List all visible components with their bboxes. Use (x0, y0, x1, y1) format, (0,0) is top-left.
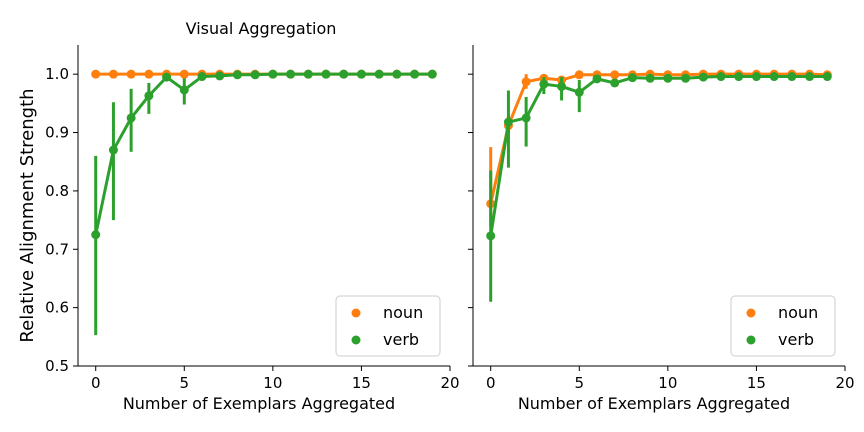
data-point (557, 81, 567, 91)
series-line (489, 75, 828, 237)
x-tick-label: 5 (575, 374, 585, 392)
data-point (663, 73, 673, 83)
data-point (787, 72, 797, 82)
data-point (610, 70, 620, 80)
data-point (521, 113, 531, 123)
x-tick-label: 0 (91, 374, 101, 392)
legend-label-verb: verb (778, 330, 814, 349)
y-tick-label: 0.8 (45, 182, 69, 200)
data-point (162, 72, 172, 82)
data-point (592, 74, 602, 84)
legend-frame (730, 295, 836, 357)
data-point (91, 230, 101, 240)
data-point (286, 69, 296, 79)
data-point (144, 91, 154, 101)
y-tick-label: 1.0 (45, 65, 69, 83)
data-point (574, 70, 584, 80)
data-point (250, 70, 260, 80)
series-verb (91, 69, 437, 336)
x-tick-label: 15 (747, 374, 766, 392)
data-point (321, 69, 331, 79)
data-point (392, 69, 402, 79)
data-point (232, 70, 242, 80)
data-point (215, 71, 225, 81)
data-point (681, 73, 691, 83)
legend-label-noun: noun (778, 303, 818, 322)
y-tick-label: 0.5 (45, 357, 69, 375)
data-point (610, 78, 620, 88)
data-point (521, 77, 531, 87)
legend-marker-verb (351, 335, 361, 345)
y-tick-label: 0.7 (45, 240, 69, 258)
data-point (374, 69, 384, 79)
legend-label-verb: verb (383, 330, 419, 349)
series-verb (486, 72, 832, 302)
chart-title: Visual Aggregation (186, 19, 337, 38)
data-point (645, 73, 655, 83)
data-point (574, 87, 584, 97)
x-tick-label: 15 (352, 374, 371, 392)
data-point (539, 79, 549, 89)
x-tick-label: 10 (263, 374, 282, 392)
data-point (144, 69, 154, 79)
data-point (108, 69, 118, 79)
y-tick-label: 0.6 (45, 299, 69, 317)
data-point (91, 69, 101, 79)
data-point (126, 113, 136, 123)
x-tick-label: 5 (180, 374, 190, 392)
legend-marker-noun (746, 308, 756, 318)
data-point (734, 72, 744, 82)
series-line (489, 72, 828, 205)
legend-marker-noun (351, 308, 361, 318)
x-axis-label: Number of Exemplars Aggregated (518, 394, 790, 413)
data-point (179, 85, 189, 95)
legend: noun verb (335, 295, 441, 357)
x-tick-label: 0 (486, 374, 496, 392)
data-point (197, 72, 207, 82)
data-point (503, 117, 513, 127)
left-panel: 0 5 10 15 20 0.5 0.6 0.7 0.8 0.9 1.0 Number of Exem… (17, 19, 460, 413)
data-point (769, 72, 779, 82)
right-panel: 0 5 10 15 20 Number of Exemplars Aggregated no… (468, 45, 855, 413)
data-point (356, 69, 366, 79)
data-point (822, 72, 832, 82)
data-point (427, 69, 437, 79)
data-point (486, 231, 496, 241)
x-axis-label: Number of Exemplars Aggregated (123, 394, 395, 413)
y-tick-label: 0.9 (45, 124, 69, 142)
y-axis-label: Relative Alignment Strength (17, 88, 38, 342)
data-point (303, 69, 313, 79)
data-point (268, 69, 278, 79)
data-point (179, 69, 189, 79)
data-point (108, 145, 118, 155)
data-point (627, 73, 637, 83)
x-tick-label: 20 (835, 374, 854, 392)
legend: noun verb (730, 295, 836, 357)
data-point (410, 69, 420, 79)
x-tick-label: 10 (658, 374, 677, 392)
legend-marker-verb (746, 335, 756, 345)
data-point (716, 72, 726, 82)
data-point (126, 69, 136, 79)
data-point (698, 72, 708, 82)
legend-frame (335, 295, 441, 357)
data-point (339, 69, 349, 79)
data-point (805, 72, 815, 82)
data-point (751, 72, 761, 82)
x-tick-label: 20 (440, 374, 459, 392)
legend-label-noun: noun (383, 303, 423, 322)
